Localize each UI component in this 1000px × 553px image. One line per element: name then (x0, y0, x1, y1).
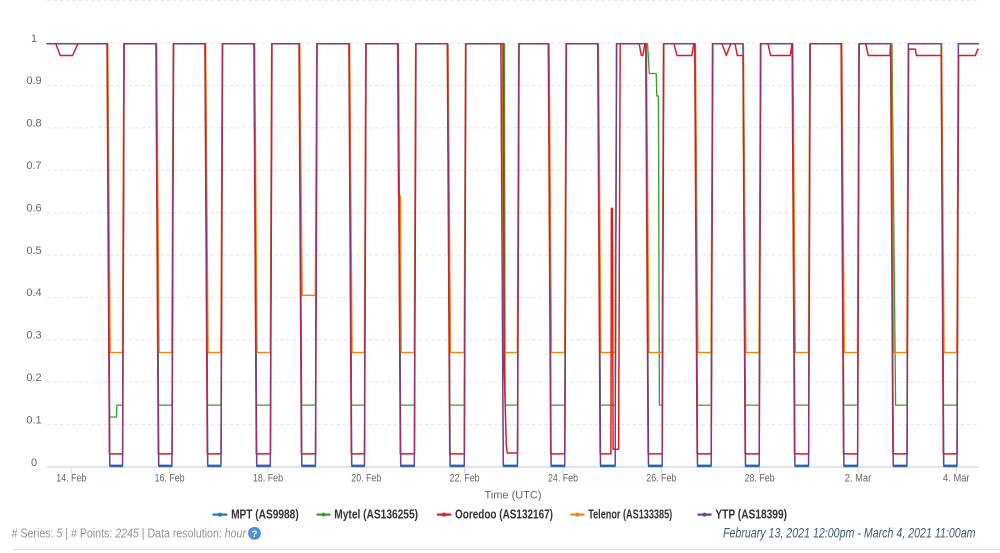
svg-text:24. Feb: 24. Feb (548, 473, 578, 485)
svg-text:?: ? (252, 529, 258, 540)
svg-text:0.1: 0.1 (26, 414, 41, 426)
svg-text:0.9: 0.9 (26, 75, 41, 87)
svg-text:2. Mar: 2. Mar (845, 473, 872, 485)
svg-text:0.4: 0.4 (26, 287, 41, 299)
svg-text:16. Feb: 16. Feb (155, 473, 185, 485)
svg-text:0: 0 (31, 457, 37, 469)
svg-text:Ooredoo (AS132167): Ooredoo (AS132167) (455, 507, 553, 521)
svg-text:18. Feb: 18. Feb (253, 473, 283, 485)
svg-text:# Series: 5 | # Points: 2245 |: # Series: 5 | # Points: 2245 | Data reso… (12, 526, 247, 541)
svg-text:Telenor (AS133385): Telenor (AS133385) (588, 507, 672, 521)
svg-text:22. Feb: 22. Feb (450, 473, 480, 485)
svg-text:4. Mar: 4. Mar (943, 473, 970, 485)
svg-text:28. Feb: 28. Feb (745, 473, 775, 485)
svg-text:1: 1 (31, 33, 37, 45)
svg-text:0.2: 0.2 (26, 372, 41, 384)
svg-text:Time (UTC): Time (UTC) (484, 490, 541, 502)
svg-text:0.6: 0.6 (26, 202, 41, 214)
svg-text:14. Feb: 14. Feb (56, 473, 86, 485)
svg-text:20. Feb: 20. Feb (351, 473, 381, 485)
svg-text:February 13, 2021 12:00pm - Ma: February 13, 2021 12:00pm - March 4, 202… (723, 526, 976, 541)
svg-text:0.3: 0.3 (26, 330, 41, 342)
svg-text:26. Feb: 26. Feb (646, 473, 676, 485)
svg-text:0.7: 0.7 (26, 160, 41, 172)
svg-text:YTP (AS18399): YTP (AS18399) (715, 507, 787, 521)
svg-text:0.8: 0.8 (26, 118, 41, 130)
svg-text:0.5: 0.5 (26, 245, 41, 257)
svg-text:Mytel (AS136255): Mytel (AS136255) (334, 507, 418, 521)
svg-text:MPT (AS9988): MPT (AS9988) (231, 507, 299, 521)
